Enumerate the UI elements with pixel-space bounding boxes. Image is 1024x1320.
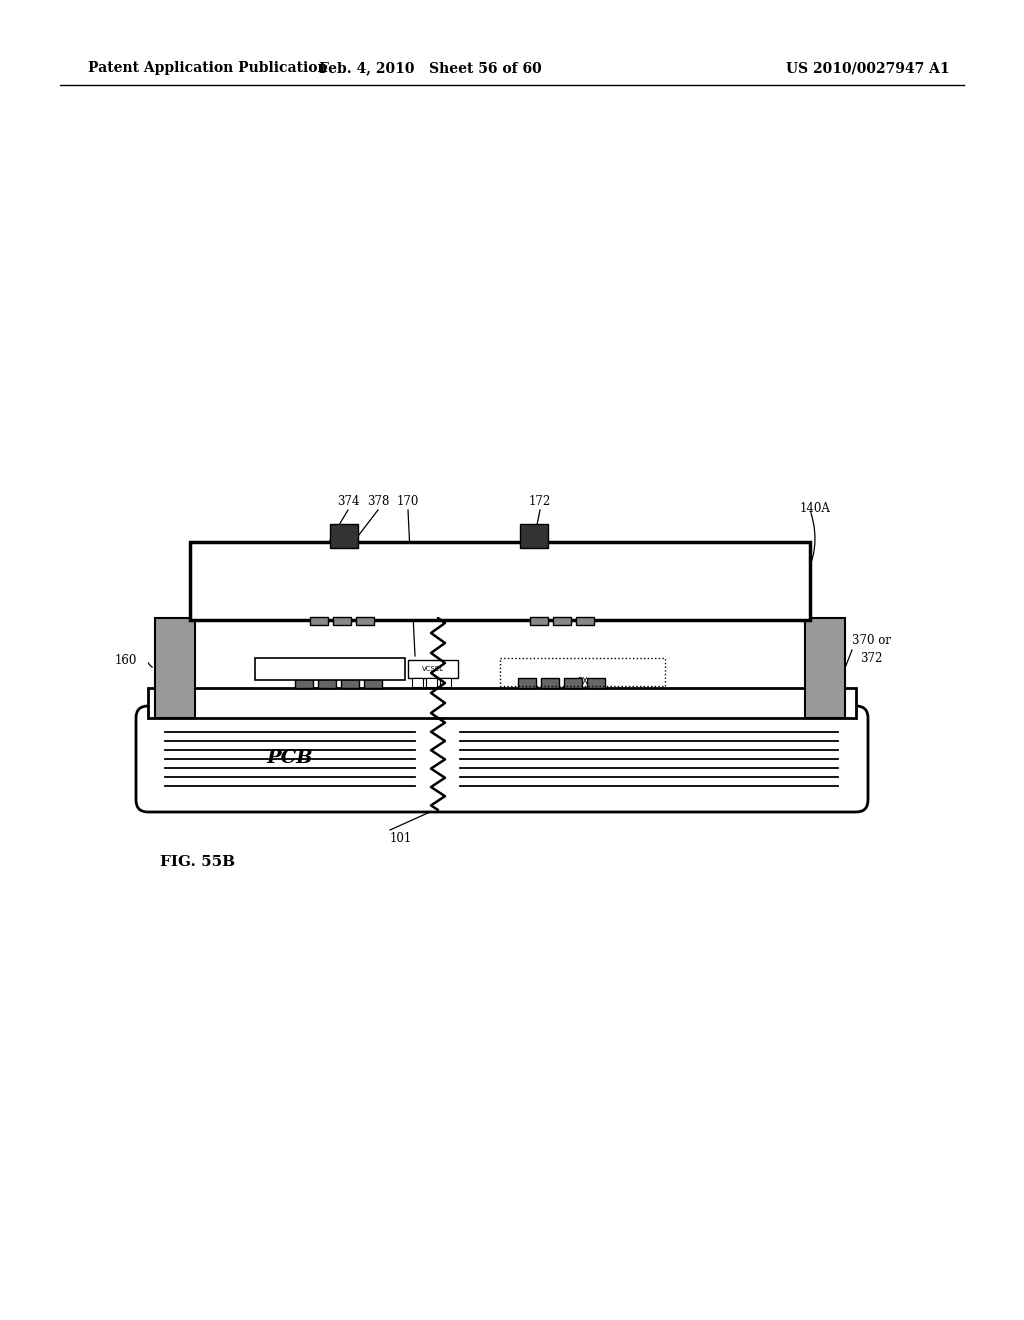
Bar [333, 616, 351, 624]
FancyBboxPatch shape [136, 706, 868, 812]
Bar [356, 616, 374, 624]
Bar [341, 678, 359, 688]
Text: Feb. 4, 2010   Sheet 56 of 60: Feb. 4, 2010 Sheet 56 of 60 [318, 61, 542, 75]
Bar [408, 660, 458, 678]
Bar [440, 678, 451, 686]
Text: US 2010/0027947 A1: US 2010/0027947 A1 [786, 61, 950, 75]
Bar [805, 618, 845, 718]
Bar [530, 616, 548, 624]
Text: 374: 374 [337, 495, 359, 508]
Text: 172: 172 [528, 495, 551, 508]
Text: 378: 378 [367, 495, 389, 508]
Text: 370 or: 370 or [852, 634, 891, 647]
Text: 170: 170 [397, 495, 419, 508]
Bar [330, 524, 358, 548]
Bar [587, 678, 605, 688]
Bar [310, 616, 328, 624]
Bar [255, 657, 406, 680]
Bar [155, 618, 195, 718]
Bar [518, 678, 536, 688]
Bar [295, 678, 313, 688]
Bar [564, 678, 582, 688]
Bar [553, 616, 571, 624]
Text: VCSEL: VCSEL [422, 667, 444, 672]
Text: FIG. 55B: FIG. 55B [160, 855, 236, 869]
Text: 101: 101 [390, 832, 413, 845]
Text: RX: RX [578, 677, 589, 686]
Text: DRIVER: DRIVER [286, 668, 314, 677]
Bar [364, 678, 382, 688]
Text: PCB: PCB [266, 748, 313, 767]
Bar [318, 678, 336, 688]
Bar [190, 543, 810, 620]
Bar [426, 678, 437, 686]
Bar [575, 616, 594, 624]
Text: Patent Application Publication: Patent Application Publication [88, 61, 328, 75]
Bar [520, 524, 548, 548]
Text: 160: 160 [115, 653, 137, 667]
Bar [412, 678, 423, 686]
Bar [500, 657, 665, 686]
Bar [541, 678, 559, 688]
Text: 372: 372 [860, 652, 883, 664]
Text: 140A: 140A [800, 502, 830, 515]
Bar [148, 688, 856, 718]
